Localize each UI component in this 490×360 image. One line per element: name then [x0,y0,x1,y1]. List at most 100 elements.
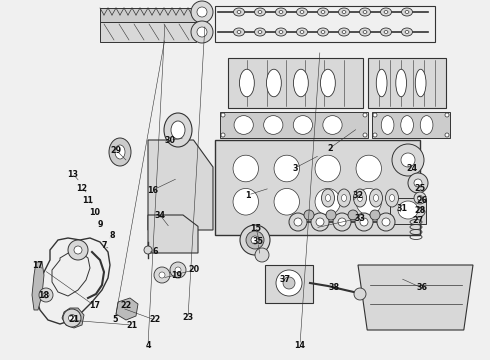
Bar [215,6,435,42]
Text: 25: 25 [415,184,425,193]
Ellipse shape [377,213,395,231]
Ellipse shape [69,315,75,321]
Ellipse shape [355,213,373,231]
Text: 15: 15 [250,224,262,233]
Ellipse shape [74,246,82,254]
Ellipse shape [221,133,225,137]
Ellipse shape [360,8,370,16]
Ellipse shape [109,138,131,166]
Ellipse shape [293,116,313,134]
Ellipse shape [321,31,325,33]
Ellipse shape [170,262,186,278]
Ellipse shape [258,31,262,33]
Ellipse shape [234,28,245,36]
Ellipse shape [175,267,181,273]
Text: 37: 37 [279,275,291,284]
Text: 36: 36 [416,284,427,292]
Ellipse shape [417,195,422,201]
Ellipse shape [326,210,336,220]
Text: 35: 35 [252,238,264,247]
Ellipse shape [360,218,368,226]
Text: 3: 3 [292,163,298,172]
Ellipse shape [115,145,125,159]
Ellipse shape [159,272,165,278]
Ellipse shape [405,10,409,13]
Ellipse shape [356,155,381,182]
Ellipse shape [323,116,342,134]
Ellipse shape [373,113,377,117]
Ellipse shape [39,288,53,302]
Polygon shape [100,22,196,42]
Ellipse shape [416,69,426,97]
Text: 29: 29 [110,145,122,154]
Text: 34: 34 [154,211,166,220]
Ellipse shape [296,28,308,36]
Polygon shape [100,8,196,22]
Text: 21: 21 [69,315,79,324]
Ellipse shape [258,10,262,13]
Ellipse shape [315,155,341,182]
Text: 21: 21 [126,320,138,329]
Ellipse shape [325,194,330,202]
Text: 31: 31 [396,203,408,212]
Text: 5: 5 [112,315,118,324]
Text: 16: 16 [147,185,158,194]
Ellipse shape [392,144,424,176]
Bar [265,265,313,303]
Ellipse shape [363,133,367,137]
Ellipse shape [197,7,207,17]
Text: 18: 18 [38,291,49,300]
Bar [228,58,363,108]
Bar [220,112,368,138]
Ellipse shape [342,31,346,33]
Ellipse shape [264,116,283,134]
Ellipse shape [300,31,304,33]
Text: 17: 17 [90,302,100,310]
Text: 27: 27 [413,216,423,225]
Text: 6: 6 [152,248,158,256]
Ellipse shape [318,8,328,16]
Ellipse shape [254,8,266,16]
Ellipse shape [279,10,283,13]
Polygon shape [116,298,138,320]
Text: 26: 26 [416,195,428,204]
Ellipse shape [339,8,349,16]
Ellipse shape [386,189,398,207]
Ellipse shape [63,309,81,327]
Ellipse shape [240,69,254,97]
Ellipse shape [234,116,253,134]
Text: 2: 2 [327,144,333,153]
Text: 4: 4 [145,341,151,350]
Ellipse shape [191,21,213,43]
Ellipse shape [320,69,335,97]
Ellipse shape [275,8,287,16]
Ellipse shape [360,28,370,36]
Ellipse shape [240,225,270,255]
Ellipse shape [294,69,308,97]
Polygon shape [32,262,44,310]
Ellipse shape [411,207,425,217]
Text: 30: 30 [165,135,175,144]
Ellipse shape [354,288,366,300]
Ellipse shape [338,218,346,226]
Text: 38: 38 [328,284,340,292]
Ellipse shape [358,194,363,202]
Ellipse shape [43,292,49,298]
Ellipse shape [363,31,367,33]
Ellipse shape [401,116,414,134]
Ellipse shape [255,248,269,262]
Polygon shape [148,140,213,230]
Ellipse shape [233,188,258,215]
Text: 17: 17 [32,261,44,270]
Ellipse shape [296,8,308,16]
Text: 20: 20 [189,266,199,275]
Text: 1: 1 [245,190,251,199]
Ellipse shape [289,213,307,231]
Ellipse shape [154,267,170,283]
Ellipse shape [300,10,304,13]
Ellipse shape [294,218,302,226]
Bar [368,58,446,108]
Ellipse shape [342,10,346,13]
Ellipse shape [363,10,367,13]
Bar [215,140,420,235]
